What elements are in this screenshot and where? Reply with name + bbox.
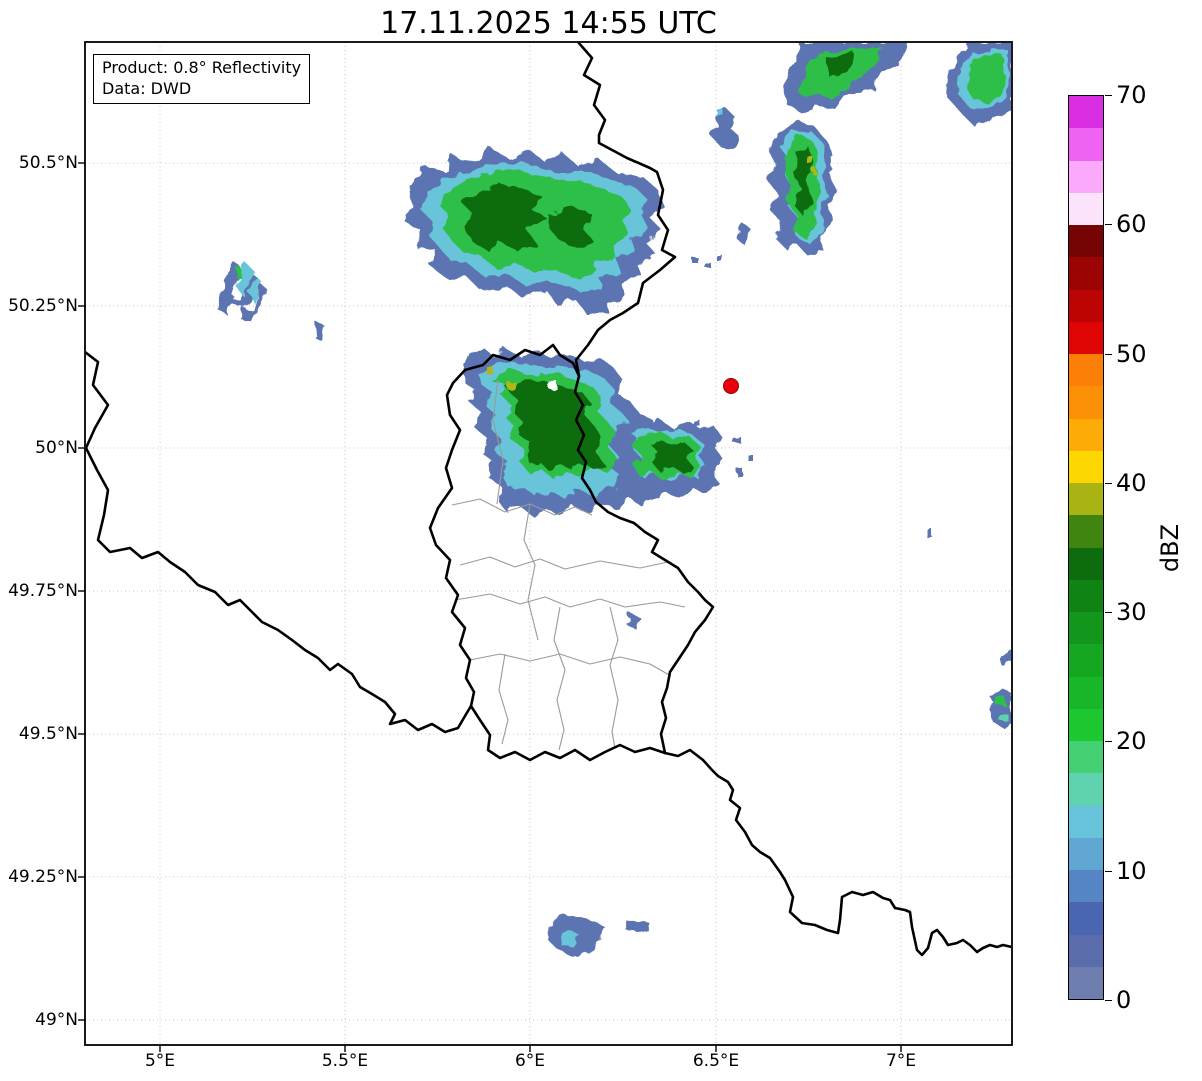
colorbar-tick-label-6: 10 <box>1116 856 1147 885</box>
x-tick-label-2: 6°E <box>514 1051 546 1071</box>
colorbar-tick-label-0: 70 <box>1116 81 1147 109</box>
colorbar-tick-mark <box>1105 741 1112 743</box>
colorbar-tick-mark <box>1105 1000 1112 1001</box>
colorbar-segment-6 <box>1069 289 1103 322</box>
colorbar-tick-label-5: 20 <box>1116 727 1147 756</box>
colorbar <box>1068 95 1104 1000</box>
radar-site-marker <box>723 378 739 394</box>
colorbar-tick-label-1: 60 <box>1116 210 1147 239</box>
x-tick-label-3: 6.5°E <box>692 1051 740 1071</box>
colorbar-axis-label: dBZ <box>1156 523 1184 572</box>
colorbar-segment-17 <box>1069 644 1103 677</box>
colorbar-segment-11 <box>1069 450 1103 483</box>
x-tick-label-0: 5°E <box>144 1051 176 1071</box>
y-tick-label-4: 49.5°N <box>18 724 78 744</box>
gridlines <box>85 42 1012 1045</box>
colorbar-tick-label-3: 40 <box>1116 468 1147 497</box>
colorbar-segment-26 <box>1069 934 1103 967</box>
colorbar-segment-16 <box>1069 612 1103 645</box>
colorbar-tick-mark <box>1105 224 1112 226</box>
y-tick-label-1: 50.25°N <box>8 296 78 316</box>
colorbar-segment-4 <box>1069 225 1103 258</box>
x-tick-label-1: 5.5°E <box>321 1051 369 1071</box>
colorbar-segment-20 <box>1069 741 1103 774</box>
colorbar-segment-0 <box>1069 96 1103 129</box>
colorbar-segment-18 <box>1069 676 1103 709</box>
plot-frame <box>84 41 1013 1046</box>
y-tick-label-2: 50°N <box>35 438 78 458</box>
x-tick-label-4: 7°E <box>885 1051 917 1071</box>
axis-ticks <box>78 162 902 1052</box>
product-info-box: Product: 0.8° Reflectivity Data: DWD <box>93 54 311 104</box>
colorbar-segment-19 <box>1069 708 1103 741</box>
colorbar-tick-mark <box>1105 95 1112 96</box>
colorbar-segment-1 <box>1069 128 1103 161</box>
y-tick-label-5: 49.25°N <box>8 867 78 887</box>
colorbar-segment-23 <box>1069 837 1103 870</box>
colorbar-segment-2 <box>1069 160 1103 193</box>
radar-echoes <box>217 43 1011 956</box>
y-tick-label-6: 49°N <box>35 1010 78 1030</box>
product-label: Product: 0.8° Reflectivity <box>102 58 302 77</box>
colorbar-segment-27 <box>1069 966 1103 999</box>
colorbar-tick-mark <box>1105 353 1112 355</box>
colorbar-segment-3 <box>1069 192 1103 225</box>
y-tick-label-3: 49.75°N <box>8 581 78 601</box>
colorbar-segment-13 <box>1069 515 1103 548</box>
colorbar-segment-14 <box>1069 547 1103 580</box>
country-borders <box>86 43 1011 957</box>
colorbar-segment-21 <box>1069 773 1103 806</box>
colorbar-segment-15 <box>1069 579 1103 612</box>
figure-title: 17.11.2025 14:55 UTC <box>380 6 717 41</box>
colorbar-tick-label-7: 0 <box>1116 986 1132 1014</box>
colorbar-tick-mark <box>1105 612 1112 614</box>
colorbar-tick-mark <box>1105 482 1112 484</box>
colorbar-segment-25 <box>1069 902 1103 935</box>
colorbar-segment-22 <box>1069 805 1103 838</box>
colorbar-segment-5 <box>1069 257 1103 290</box>
colorbar-segment-7 <box>1069 321 1103 354</box>
colorbar-segment-8 <box>1069 354 1103 387</box>
y-tick-label-0: 50.5°N <box>18 153 78 173</box>
colorbar-segment-10 <box>1069 418 1103 451</box>
colorbar-segment-9 <box>1069 386 1103 419</box>
colorbar-segment-24 <box>1069 870 1103 903</box>
colorbar-tick-mark <box>1105 870 1112 872</box>
data-source-label: Data: DWD <box>102 79 192 98</box>
colorbar-tick-label-4: 30 <box>1116 598 1147 627</box>
colorbar-segment-12 <box>1069 483 1103 516</box>
district-borders <box>451 379 686 751</box>
colorbar-tick-label-2: 50 <box>1116 339 1147 368</box>
